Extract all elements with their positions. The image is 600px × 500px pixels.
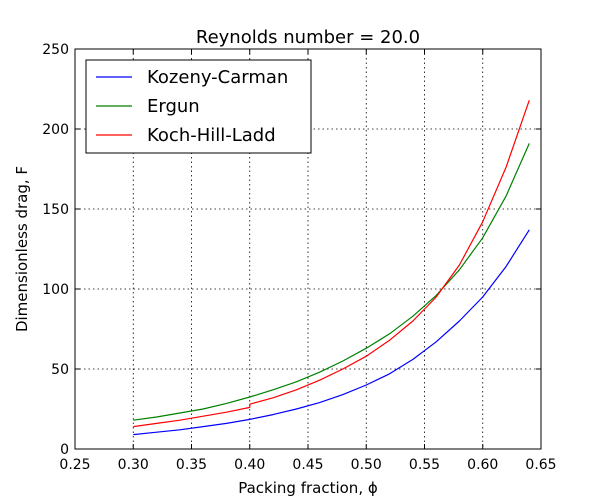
y-tick-label: 200 <box>42 122 69 138</box>
legend: Kozeny-Carman Ergun Koch-Hill-Ladd <box>85 59 312 154</box>
legend-label-kozeny-carman: Kozeny-Carman <box>147 67 288 88</box>
grid-layer <box>75 49 541 449</box>
chart-title: Reynolds number = 20.0 <box>196 27 420 48</box>
series-line-koch-hill-ladd <box>133 100 530 428</box>
x-tick-label: 0.55 <box>409 457 440 473</box>
y-tick-label: 150 <box>42 202 69 218</box>
series-layer <box>133 100 530 436</box>
tick-layer: 0.25 0.30 0.35 0.40 0.45 0.50 0.55 0.60 0.65 0 50 1… <box>42 42 556 473</box>
x-tick-label: 0.50 <box>351 457 382 473</box>
series-line-ergun <box>133 143 530 421</box>
x-tick-label: 0.40 <box>234 457 265 473</box>
x-tick-label: 0.65 <box>525 457 556 473</box>
y-tick-label: 50 <box>51 362 69 378</box>
series-line-kozeny-carman <box>133 229 530 436</box>
y-tick-label: 100 <box>42 282 69 298</box>
x-tick-label: 0.45 <box>292 457 323 473</box>
x-tick-label: 0.25 <box>59 457 90 473</box>
y-tick-label: 0 <box>60 442 69 458</box>
y-tick-label: 250 <box>42 42 69 58</box>
legend-label-ergun: Ergun <box>147 96 200 117</box>
x-tick-label: 0.35 <box>176 457 207 473</box>
legend-label-koch-hill-ladd: Koch-Hill-Ladd <box>147 125 276 146</box>
x-axis-label: Packing fraction, ϕ <box>238 479 378 497</box>
x-tick-label: 0.60 <box>467 457 498 473</box>
x-tick-label: 0.30 <box>118 457 149 473</box>
y-axis-label: Dimensionless drag, F <box>13 166 31 332</box>
